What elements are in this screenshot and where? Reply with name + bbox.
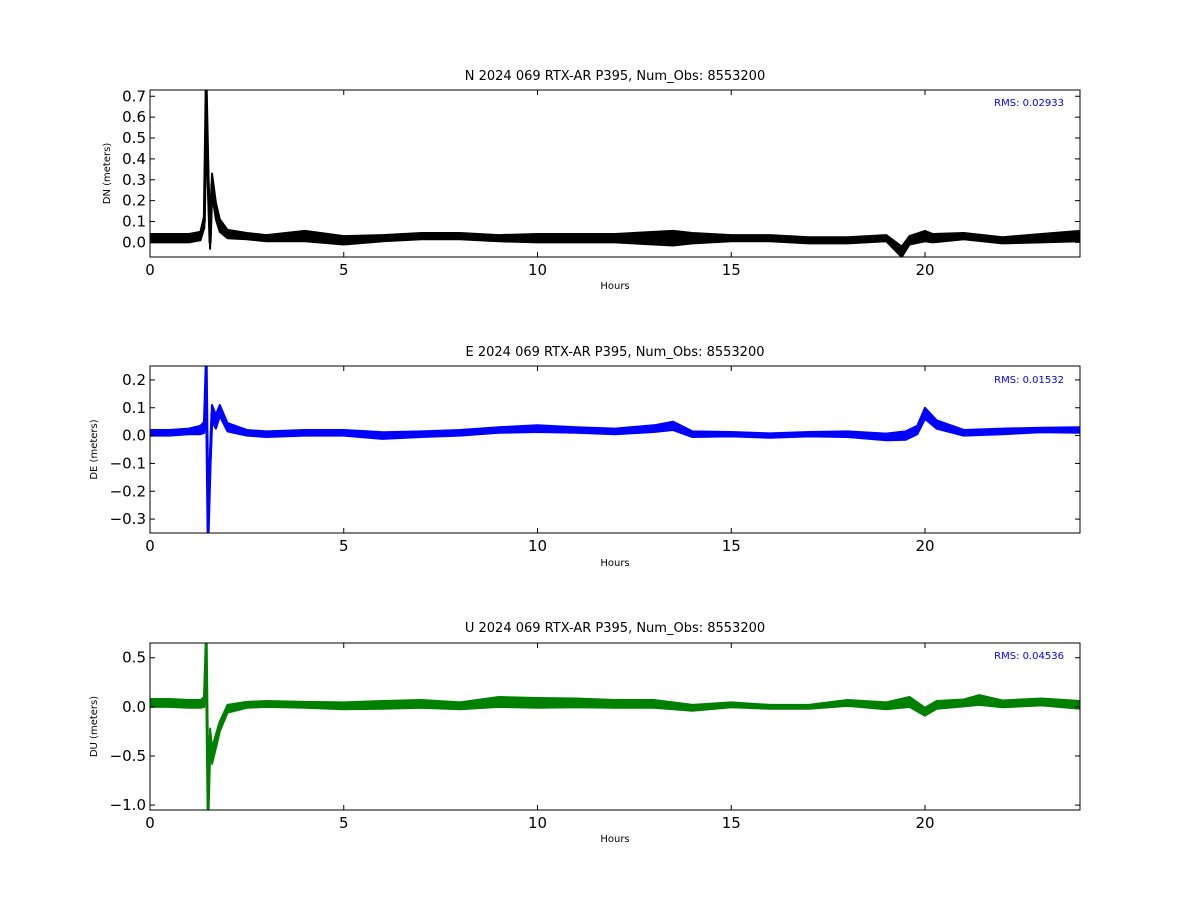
y-tick-label: 0.1 — [122, 399, 146, 417]
x-tick-label: 10 — [528, 814, 547, 832]
y-tick-label: −0.5 — [110, 747, 146, 765]
y-tick-label: −0.1 — [110, 454, 146, 472]
y-tick-label: 0.2 — [122, 371, 146, 389]
x-axis-label: Hours — [600, 558, 629, 569]
series-layer — [150, 643, 1080, 810]
panel-title: E 2024 069 RTX-AR P395, Num_Obs: 8553200 — [466, 345, 765, 360]
x-tick-label: 15 — [722, 537, 741, 555]
y-tick-label: 0.7 — [122, 87, 146, 105]
x-tick-label: 20 — [915, 537, 934, 555]
x-tick-label: 0 — [145, 814, 155, 832]
rms-label: RMS: 0.04536 — [994, 651, 1064, 662]
plot-frame — [149, 365, 1081, 534]
y-tick-label: 0.4 — [122, 150, 146, 168]
east-component-panel: E 2024 069 RTX-AR P395, Num_Obs: 8553200… — [89, 345, 1081, 569]
ticks-layer: 0 5 10 15 20 −1.0 −0.5 0.0 0.5 — [110, 643, 1080, 832]
y-tick-label: 0.0 — [122, 233, 146, 251]
x-tick-label: 20 — [915, 261, 934, 279]
series-line — [150, 643, 1080, 810]
y-tick-label: 0.5 — [122, 649, 146, 667]
x-tick-label: 5 — [339, 537, 349, 555]
y-axis-label: DE (meters) — [89, 419, 100, 479]
series-layer — [150, 366, 1080, 533]
x-tick-label: 5 — [339, 814, 349, 832]
y-tick-label: 0.6 — [122, 108, 146, 126]
panel-title: N 2024 069 RTX-AR P395, Num_Obs: 8553200 — [465, 69, 765, 84]
ticks-layer: 0 5 10 15 20 0.0 0.1 0.2 0.3 0.4 0.5 0.6 0.7 — [122, 87, 1080, 279]
y-tick-label: 0.1 — [122, 213, 146, 231]
x-axis-label: Hours — [600, 834, 629, 845]
y-axis-label: DN (meters) — [102, 143, 113, 205]
series-line — [150, 90, 1080, 255]
ticks-layer: 0 5 10 15 20 −0.3 −0.2 −0.1 0.0 0.1 0.2 — [110, 366, 1080, 555]
y-tick-label: −1.0 — [110, 796, 146, 814]
x-tick-label: 0 — [145, 537, 155, 555]
x-tick-label: 5 — [339, 261, 349, 279]
series-layer — [150, 90, 1080, 257]
y-tick-label: −0.3 — [110, 510, 146, 528]
rms-label: RMS: 0.01532 — [994, 375, 1064, 386]
north-component-panel: N 2024 069 RTX-AR P395, Num_Obs: 8553200… — [102, 69, 1081, 292]
y-axis-label: DU (meters) — [89, 696, 100, 757]
y-tick-label: −0.2 — [110, 482, 146, 500]
x-tick-label: 20 — [915, 814, 934, 832]
series-band — [150, 643, 1080, 810]
x-tick-label: 0 — [145, 261, 155, 279]
x-tick-label: 15 — [722, 261, 741, 279]
series-line — [150, 366, 1080, 533]
panel-title: U 2024 069 RTX-AR P395, Num_Obs: 8553200 — [465, 621, 765, 636]
rms-label: RMS: 0.02933 — [994, 98, 1064, 109]
y-tick-label: 0.5 — [122, 129, 146, 147]
x-tick-label: 15 — [722, 814, 741, 832]
y-tick-label: 0.3 — [122, 171, 146, 189]
y-tick-label: 0.2 — [122, 192, 146, 210]
series-band — [150, 90, 1080, 257]
x-axis-label: Hours — [600, 281, 629, 292]
plot-frame — [149, 642, 1081, 811]
series-band — [150, 366, 1080, 533]
y-tick-label: 0.0 — [122, 427, 146, 445]
plot-frame — [149, 89, 1081, 258]
up-component-panel: U 2024 069 RTX-AR P395, Num_Obs: 8553200… — [89, 621, 1081, 845]
y-tick-label: 0.0 — [122, 698, 146, 716]
x-tick-label: 10 — [528, 537, 547, 555]
x-tick-label: 10 — [528, 261, 547, 279]
